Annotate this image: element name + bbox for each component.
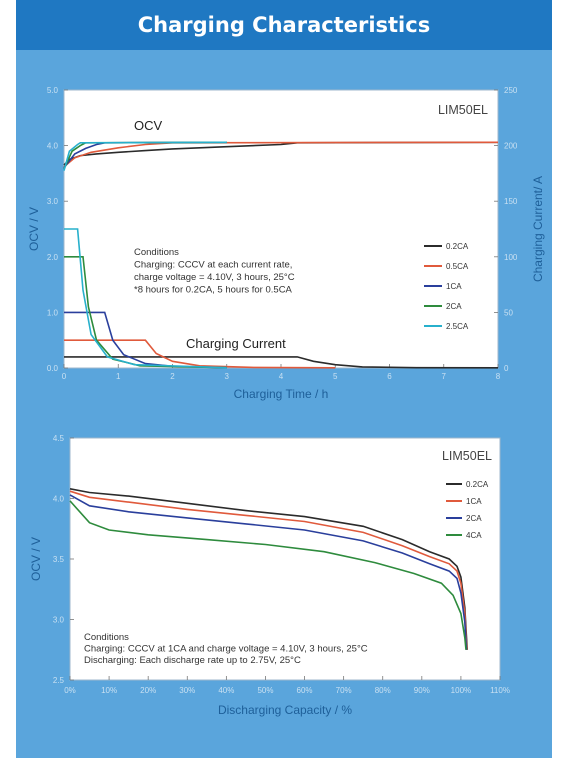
discharge-line-0.2CA [69, 488, 468, 650]
x-tick-label: 5 [333, 372, 338, 381]
legend-label: 0.5CA [446, 262, 469, 271]
y2-tick-label: 50 [504, 308, 513, 317]
current-line-2.5CA [64, 228, 227, 369]
y-tick-label: 1.0 [47, 308, 59, 317]
legend-label: 4CA [466, 531, 482, 540]
x-tick-label: 80% [375, 686, 391, 695]
discharge-line-1CA [69, 490, 468, 650]
y-axis-label: OCV / V [29, 537, 43, 581]
conditions-line: Charging: CCCV at each current rate, [134, 260, 292, 271]
y-axis-label: OCV / V [27, 207, 41, 251]
current-annotation: Charging Current [186, 336, 286, 351]
y2-tick-label: 0 [504, 364, 509, 373]
x-tick-label: 8 [496, 372, 501, 381]
conditions-line: Conditions [134, 247, 179, 258]
legend-label: 0.2CA [466, 480, 489, 489]
conditions-line: Conditions [84, 632, 129, 643]
current-line-2CA [64, 256, 227, 369]
y-tick-label: 4.0 [53, 495, 65, 504]
x-tick-label: 3 [225, 372, 230, 381]
plot-area-1 [63, 89, 499, 369]
conditions-line: Discharging: Each discharge rate up to 2… [84, 655, 301, 666]
x-tick-label: 60% [297, 686, 313, 695]
y-tick-label: 4.5 [53, 434, 65, 443]
model-label: LIM50EL [442, 449, 492, 463]
legend-label: 0.2CA [446, 242, 469, 251]
x-tick-label: 1 [116, 372, 121, 381]
ocv-annotation: OCV [134, 118, 163, 133]
current-line-0.5CA [64, 339, 336, 369]
x-tick-label: 30% [179, 686, 195, 695]
model-label: LIM50EL [438, 103, 488, 117]
x-tick-label: 40% [218, 686, 234, 695]
x-tick-label: 2 [170, 372, 175, 381]
page-title: Charging Characteristics [16, 0, 552, 50]
discharge-line-2CA [69, 494, 468, 650]
ocv-line-2.5CA [63, 141, 227, 171]
conditions-line: *8 hours for 0.2CA, 5 hours for 0.5CA [134, 285, 293, 296]
y2-axis-label: Charging Current/ A [531, 176, 545, 282]
y2-tick-label: 250 [504, 86, 518, 95]
x-tick-label: 50% [257, 686, 273, 695]
x-tick-label: 0 [62, 372, 67, 381]
legend-label: 2CA [466, 514, 482, 523]
discharging-chart: 0% 10% 20% 30% 40% 50% 60% 70% 80% 90% 100% 110% 2.5… [29, 434, 510, 717]
x-axis-label: Discharging Capacity / % [218, 703, 352, 717]
y-tick-label: 3.0 [53, 616, 65, 625]
y2-tick-label: 200 [504, 142, 518, 151]
current-line-0.2CA [64, 356, 499, 369]
y-tick-label: 2.0 [47, 253, 59, 262]
y2-tick-label: 100 [504, 253, 518, 262]
legend-label: 2.5CA [446, 322, 469, 331]
legend-label: 1CA [446, 282, 462, 291]
y-tick-label: 5.0 [47, 86, 59, 95]
x-axis-label: Charging Time / h [234, 387, 329, 401]
x-tick-label: 70% [336, 686, 352, 695]
y-tick-label: 0.0 [47, 364, 59, 373]
x-tick-label: 20% [140, 686, 156, 695]
x-tick-label: 6 [387, 372, 392, 381]
discharge-line-4CA [69, 500, 467, 650]
y-tick-label: 4.0 [47, 142, 59, 151]
x-tick-label: 90% [414, 686, 430, 695]
y-tick-label: 2.5 [53, 676, 65, 685]
charging-chart: 0 1 2 3 4 5 6 7 8 0.0 1.0 2.0 3.0 4.0 5.0 0 50 100 150 200 2… [27, 86, 545, 401]
y-tick-label: 3.5 [53, 555, 65, 564]
x-tick-label: 4 [279, 372, 284, 381]
legend-label: 2CA [446, 302, 462, 311]
x-tick-label: 10% [101, 686, 117, 695]
x-tick-label: 110% [490, 686, 510, 695]
y2-tick-label: 150 [504, 197, 518, 206]
legend-label: 1CA [466, 497, 482, 506]
conditions-line: Charging: CCCV at 1CA and charge voltage… [84, 644, 368, 655]
x-tick-label: 0% [64, 686, 76, 695]
plot-area-2 [69, 437, 501, 681]
conditions-line: charge voltage = 4.10V, 3 hours, 25°C [134, 272, 295, 283]
x-tick-label: 100% [451, 686, 471, 695]
y-tick-label: 3.0 [47, 197, 59, 206]
x-tick-label: 7 [442, 372, 447, 381]
